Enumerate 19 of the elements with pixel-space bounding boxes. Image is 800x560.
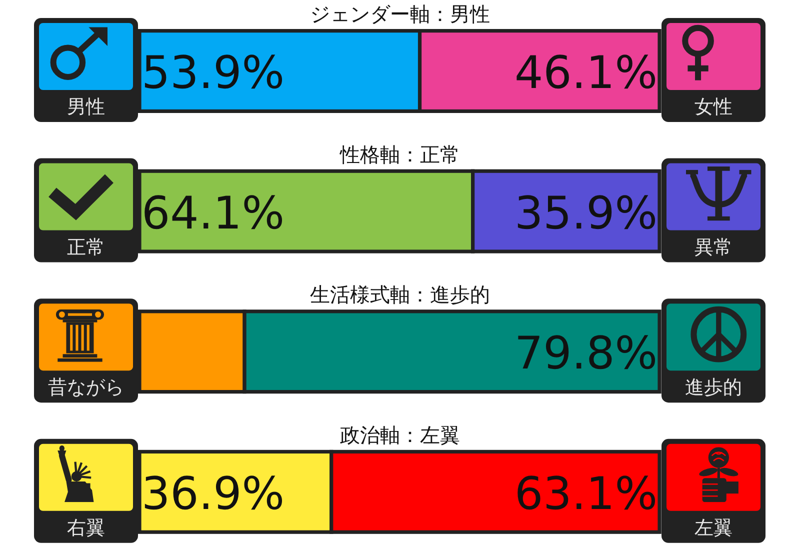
series-label: 昔ながら — [48, 376, 124, 399]
series-label: 左翼 — [694, 516, 732, 539]
data-label: 35.9% — [514, 186, 658, 240]
chart-title: 性格軸：正常 — [339, 142, 460, 166]
series-label: 右翼 — [67, 516, 105, 539]
series-label: 女性 — [694, 96, 732, 118]
series-label: 正常 — [67, 236, 105, 258]
series-label: 進歩的 — [685, 376, 742, 399]
series-label: 異常 — [694, 236, 732, 258]
data-label: 79.8% — [514, 326, 658, 380]
data-label: 64.1% — [142, 186, 284, 240]
data-label: 46.1% — [514, 46, 658, 99]
data-label: 36.9% — [142, 466, 284, 520]
chart-title: 生活様式軸：進歩的 — [310, 282, 490, 307]
data-label: 63.1% — [514, 466, 658, 520]
data-label: 53.9% — [142, 46, 284, 99]
series-label: 男性 — [67, 96, 105, 118]
chart-title: 政治軸：左翼 — [340, 422, 460, 447]
chart-title: ジェンダー軸：男性 — [310, 2, 490, 26]
